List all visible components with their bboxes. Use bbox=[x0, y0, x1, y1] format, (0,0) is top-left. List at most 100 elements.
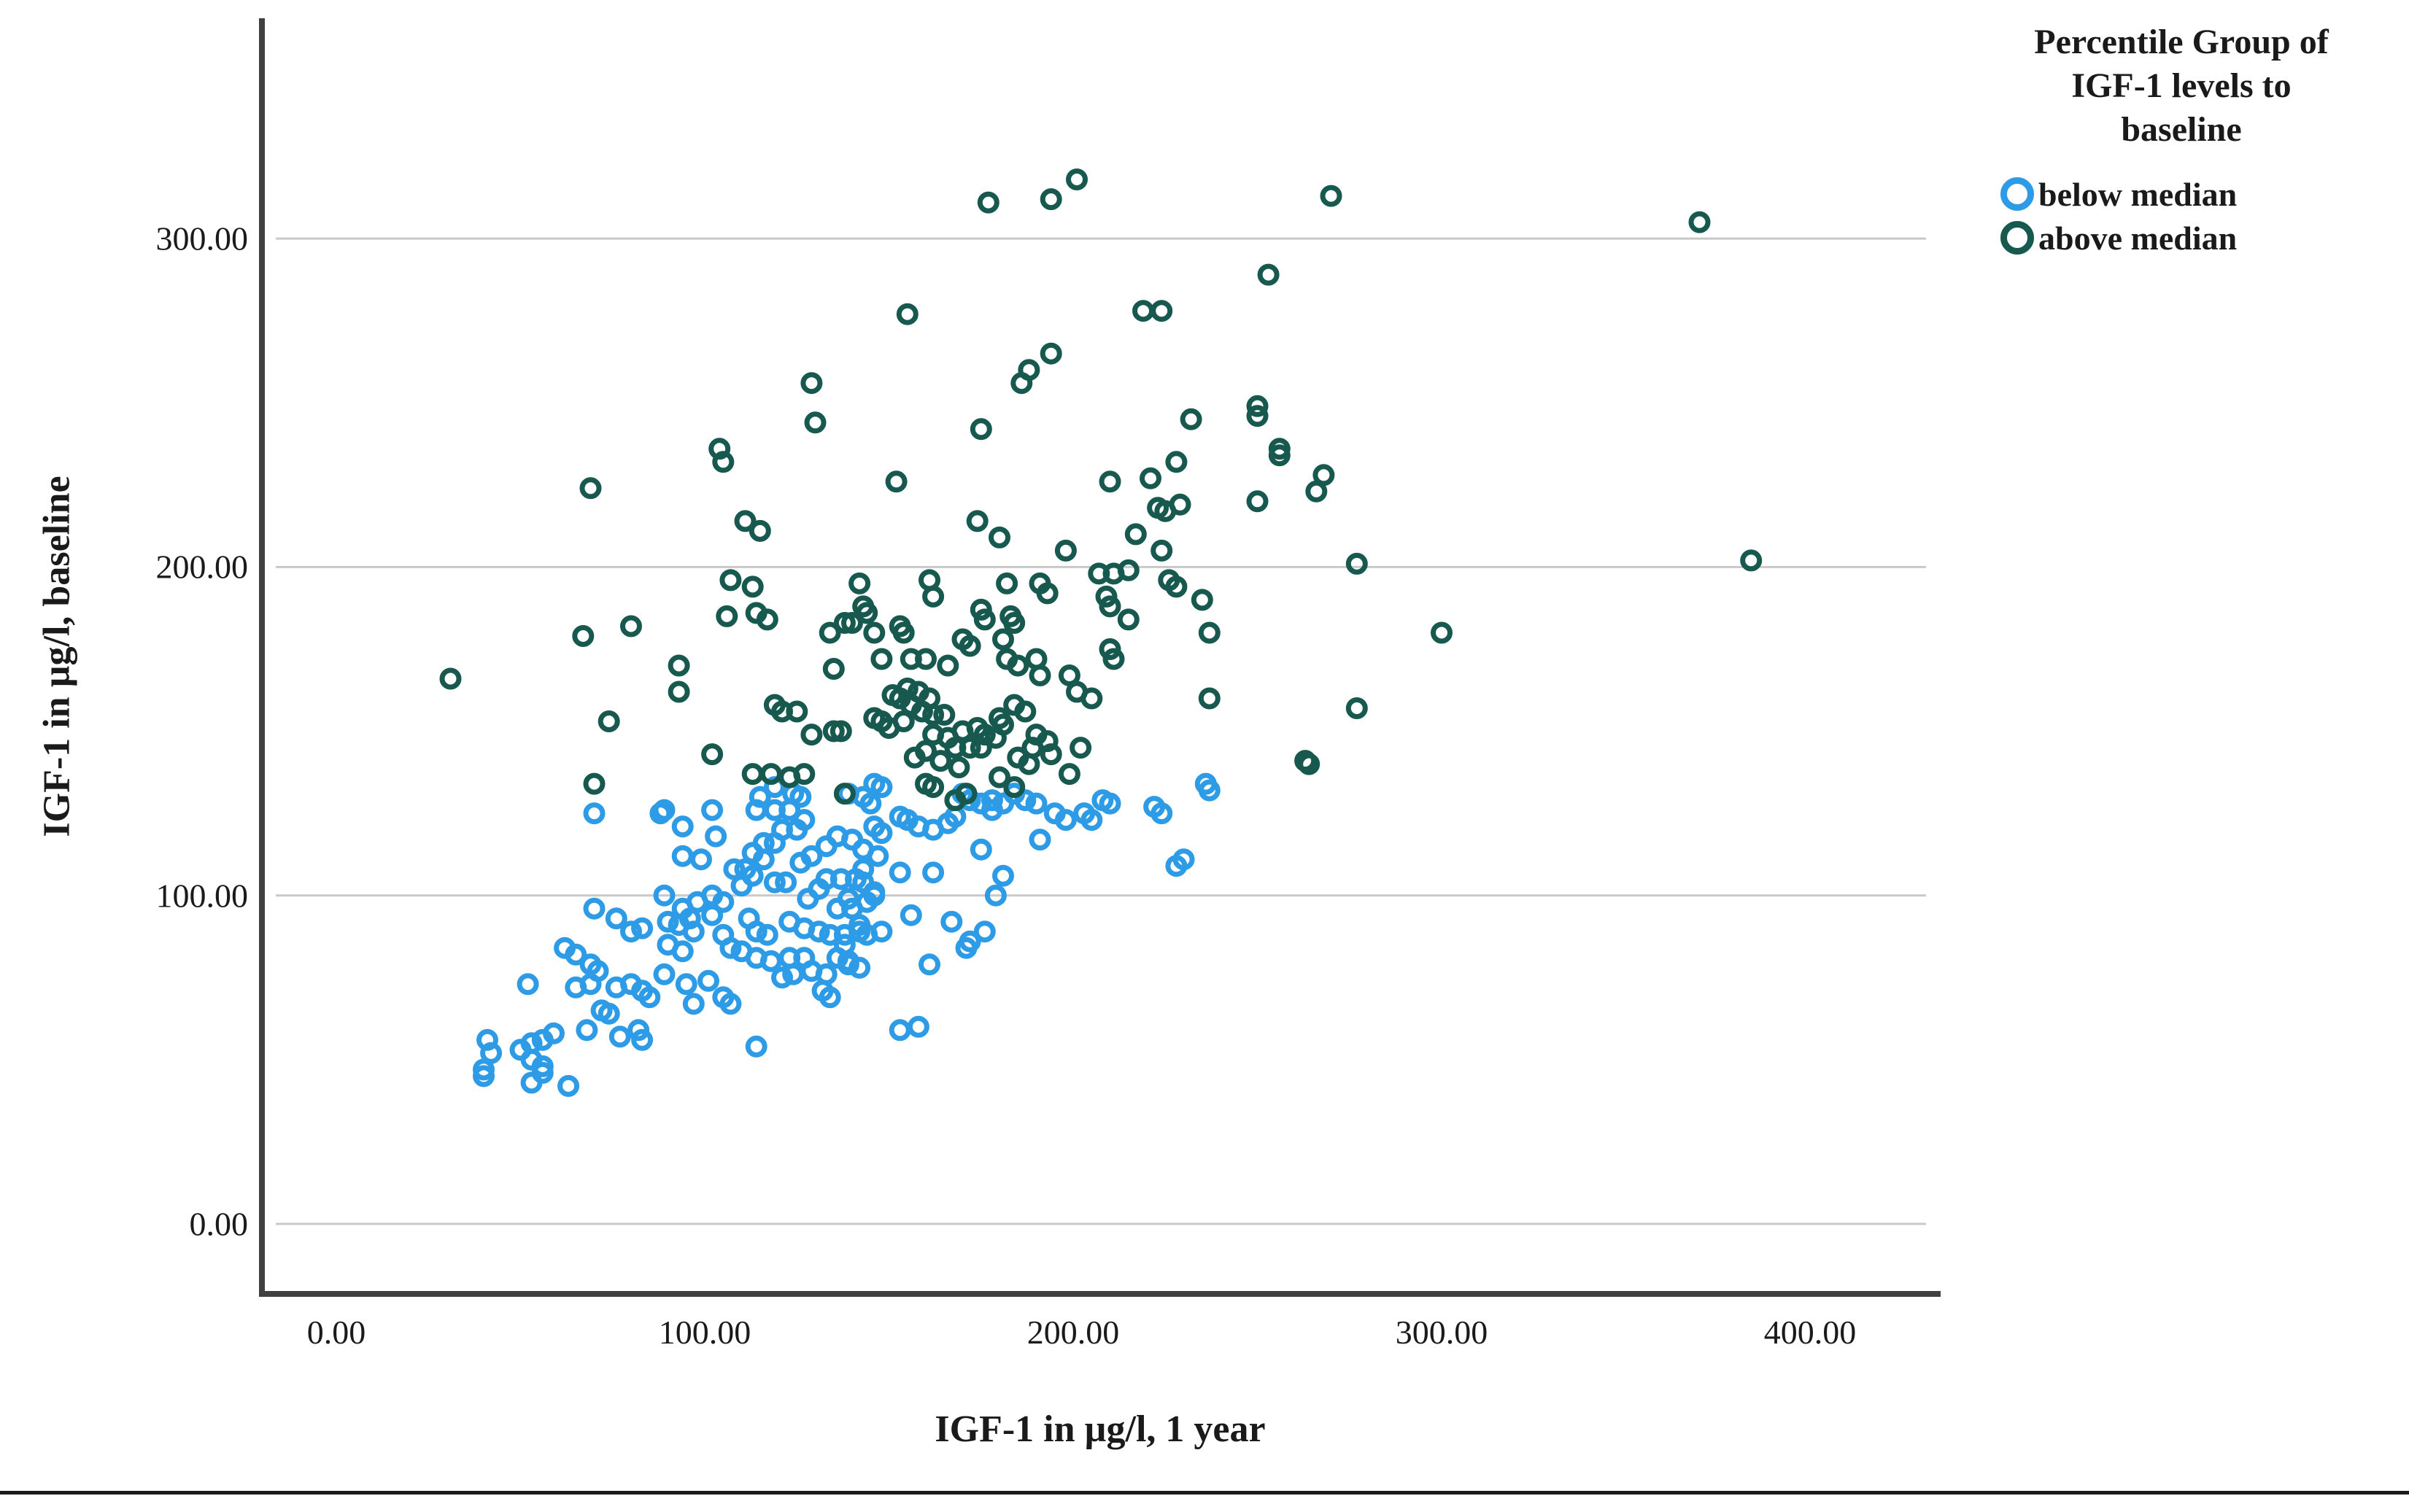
scatter-point-below-median bbox=[981, 789, 1003, 812]
x-tick-label: 100.00 bbox=[658, 1314, 751, 1351]
scatter-point-above-median bbox=[1294, 750, 1317, 772]
scatter-point-above-median bbox=[701, 743, 724, 766]
legend-items: below median above median bbox=[2000, 172, 2400, 260]
scatter-point-below-median bbox=[907, 1015, 929, 1038]
scatter-point-above-median bbox=[620, 615, 642, 637]
scatter-point-above-median bbox=[668, 681, 690, 703]
scatter-point-above-median bbox=[1151, 300, 1173, 322]
scatter-point-above-median bbox=[1117, 559, 1140, 581]
scatter-point-above-median bbox=[1003, 612, 1026, 634]
scatter-point-above-median bbox=[841, 612, 863, 634]
scatter-point-below-median bbox=[605, 907, 627, 930]
scatter-point-above-median bbox=[572, 625, 595, 647]
scatter-point-above-median bbox=[1070, 737, 1092, 759]
scatter-point-below-median bbox=[984, 884, 1007, 907]
scatter-point-below-median bbox=[719, 993, 742, 1015]
scatter-point-above-median bbox=[1080, 687, 1103, 710]
scatter-point-below-median bbox=[653, 884, 676, 907]
scatter-point-above-median bbox=[910, 700, 933, 723]
scatter-point-below-median bbox=[859, 792, 882, 815]
scatter-point-above-median bbox=[984, 726, 1007, 749]
scatter-point-above-median bbox=[915, 648, 937, 670]
scatter-point-below-median bbox=[608, 1026, 631, 1048]
scatter-point-below-median bbox=[970, 838, 992, 861]
scatter-point-above-median bbox=[966, 510, 989, 532]
scatter-point-below-median bbox=[837, 953, 859, 976]
scatter-point-above-median bbox=[716, 605, 738, 627]
scatter-point-below-median bbox=[922, 861, 945, 884]
scatter-point-above-median bbox=[1018, 753, 1040, 775]
data-points bbox=[439, 168, 1763, 1097]
scatter-point-above-median bbox=[822, 720, 845, 743]
scatter-point-below-median bbox=[579, 973, 602, 996]
scatter-point-above-median bbox=[970, 737, 992, 759]
scatter-point-above-median bbox=[1246, 395, 1269, 417]
scatter-point-above-median bbox=[1040, 342, 1062, 365]
scatter-point-above-median bbox=[759, 763, 782, 786]
scatter-point-below-median bbox=[1198, 779, 1221, 802]
scatter-point-below-median bbox=[1099, 792, 1121, 815]
scatter-point-below-median bbox=[649, 802, 672, 825]
scatter-point-below-median bbox=[598, 1002, 620, 1025]
scatter-point-below-median bbox=[480, 1042, 503, 1064]
scatter-point-above-median bbox=[929, 750, 952, 772]
scatter-point-above-median bbox=[1010, 372, 1033, 395]
scatter-point-above-median bbox=[833, 783, 856, 805]
scatter-point-below-median bbox=[889, 861, 911, 884]
scatter-point-above-median bbox=[583, 772, 606, 795]
scatter-point-above-median bbox=[1058, 763, 1080, 786]
scatter-point-below-median bbox=[719, 937, 742, 959]
scatter-point-below-median bbox=[620, 920, 642, 943]
legend-title-line: IGF-1 levels to bbox=[2071, 66, 2292, 105]
scatter-point-below-median bbox=[981, 799, 1003, 821]
scatter-point-above-median bbox=[668, 654, 690, 677]
legend-label: above median bbox=[2038, 219, 2238, 257]
scatter-point-above-median bbox=[870, 648, 893, 670]
scatter-point-above-median bbox=[439, 667, 462, 690]
scatter-point-above-median bbox=[1029, 664, 1051, 686]
scatter-point-below-median bbox=[671, 940, 694, 963]
scatter-point-above-median bbox=[1191, 589, 1213, 611]
scatter-point-below-median bbox=[808, 920, 830, 943]
scatter-point-above-median bbox=[1257, 263, 1280, 286]
x-axis-title: IGF-1 in µg/l, 1 year bbox=[935, 1408, 1266, 1450]
scatter-point-above-median bbox=[933, 704, 956, 726]
scatter-point-below-median bbox=[583, 897, 606, 920]
scatter-point-below-median bbox=[937, 812, 959, 834]
scatter-point-above-median bbox=[830, 720, 852, 743]
x-axis-line bbox=[259, 1291, 1941, 1297]
scatter-point-below-median bbox=[745, 799, 767, 821]
x-tick-label: 200.00 bbox=[1026, 1314, 1120, 1351]
scatter-point-above-median bbox=[996, 572, 1018, 594]
scatter-point-above-median bbox=[1305, 480, 1328, 503]
scatter-point-below-median bbox=[992, 864, 1014, 887]
scatter-point-above-median bbox=[903, 746, 926, 769]
scatter-point-above-median bbox=[1147, 497, 1169, 519]
y-axis-line bbox=[259, 18, 265, 1297]
legend-item-below-median: below median bbox=[2000, 172, 2400, 216]
scatter-point-below-median bbox=[1014, 789, 1037, 812]
scatter-point-above-median bbox=[579, 477, 602, 500]
scatter-point-below-median bbox=[701, 904, 724, 926]
legend-title-line: baseline bbox=[2121, 110, 2242, 149]
scatter-point-above-median bbox=[970, 418, 992, 441]
scatter-point-above-median bbox=[1054, 539, 1077, 562]
scatter-point-below-median bbox=[759, 950, 782, 972]
scatter-point-above-median bbox=[1345, 697, 1368, 719]
scatter-point-above-median bbox=[1007, 654, 1029, 677]
scatter-point-below-median bbox=[697, 969, 719, 992]
scatter-point-above-median bbox=[937, 654, 959, 677]
x-tick-label: 300.00 bbox=[1395, 1314, 1488, 1351]
scatter-point-above-median bbox=[1040, 743, 1062, 766]
scatter-point-above-median bbox=[1268, 444, 1291, 467]
legend-title-line: Percentile Group of bbox=[2034, 23, 2329, 61]
scatter-point-below-median bbox=[531, 1061, 554, 1084]
scatter-point-above-median bbox=[973, 608, 996, 631]
scatter-point-above-median bbox=[989, 766, 1010, 788]
scatter-point-below-median bbox=[745, 920, 767, 943]
scatter-point-below-median bbox=[583, 802, 606, 825]
scatter-point-above-median bbox=[1124, 523, 1147, 546]
scatter-point-below-median bbox=[671, 815, 694, 838]
scatter-point-above-median bbox=[977, 191, 999, 214]
scatter-point-above-median bbox=[712, 451, 735, 473]
